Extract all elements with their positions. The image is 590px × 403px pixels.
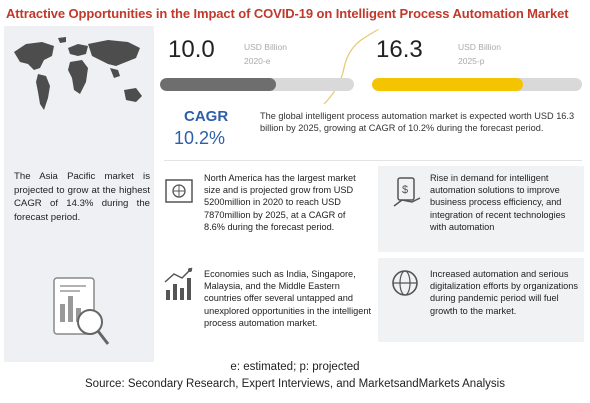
- world-map-icon: [14, 37, 142, 110]
- market-value-2025: 16.3: [376, 36, 423, 63]
- asia-pacific-text: The Asia Pacific market is projected to …: [14, 171, 150, 223]
- market-value-2020: 10.0: [168, 36, 215, 63]
- divider: [164, 160, 582, 161]
- market-value-2025-unit: USD Billion 2025-p: [458, 42, 501, 66]
- global-market-text: The global intelligent process automatio…: [260, 111, 575, 133]
- trend-line-decoration: [323, 29, 379, 105]
- svg-text:$: $: [402, 184, 408, 196]
- page-title: Attractive Opportunities in the Impact o…: [6, 6, 569, 21]
- market-bar-2020: [160, 78, 354, 91]
- digitalization-text: Increased automation and serious digital…: [430, 269, 578, 316]
- source-note: Source: Secondary Research, Expert Inter…: [85, 378, 505, 390]
- money-hand-icon: $: [393, 177, 421, 207]
- market-bar-2025: [372, 78, 582, 91]
- demand-text: Rise in demand for intelligent automatio…: [430, 173, 566, 232]
- north-america-text: North America has the largest market siz…: [204, 173, 356, 232]
- market-bar-2025-fill: [372, 78, 524, 91]
- market-bar-2020-fill: [160, 78, 277, 91]
- market-value-2020-unit: USD Billion 2020-e: [244, 42, 287, 66]
- globe-icon: [392, 270, 418, 296]
- globe-chart-icon: [165, 179, 193, 203]
- growth-bar-chart-icon: [164, 267, 193, 300]
- cagr-value: 10.2%: [174, 128, 226, 148]
- insight-card-background: [378, 166, 584, 252]
- economies-text: Economies such as India, Singapore, Mala…: [204, 269, 372, 328]
- report-analysis-icon: [53, 277, 110, 345]
- footnote: e: estimated; p: projected: [230, 361, 360, 373]
- cagr-label: CAGR: [184, 108, 229, 125]
- insight-card-background: [378, 258, 584, 342]
- left-panel: The Asia Pacific market is projected to …: [4, 26, 154, 362]
